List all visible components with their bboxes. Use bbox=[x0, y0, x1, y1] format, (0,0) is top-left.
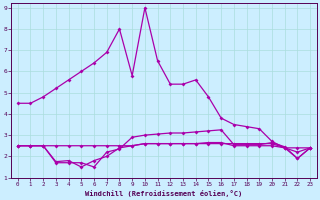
X-axis label: Windchill (Refroidissement éolien,°C): Windchill (Refroidissement éolien,°C) bbox=[85, 190, 243, 197]
